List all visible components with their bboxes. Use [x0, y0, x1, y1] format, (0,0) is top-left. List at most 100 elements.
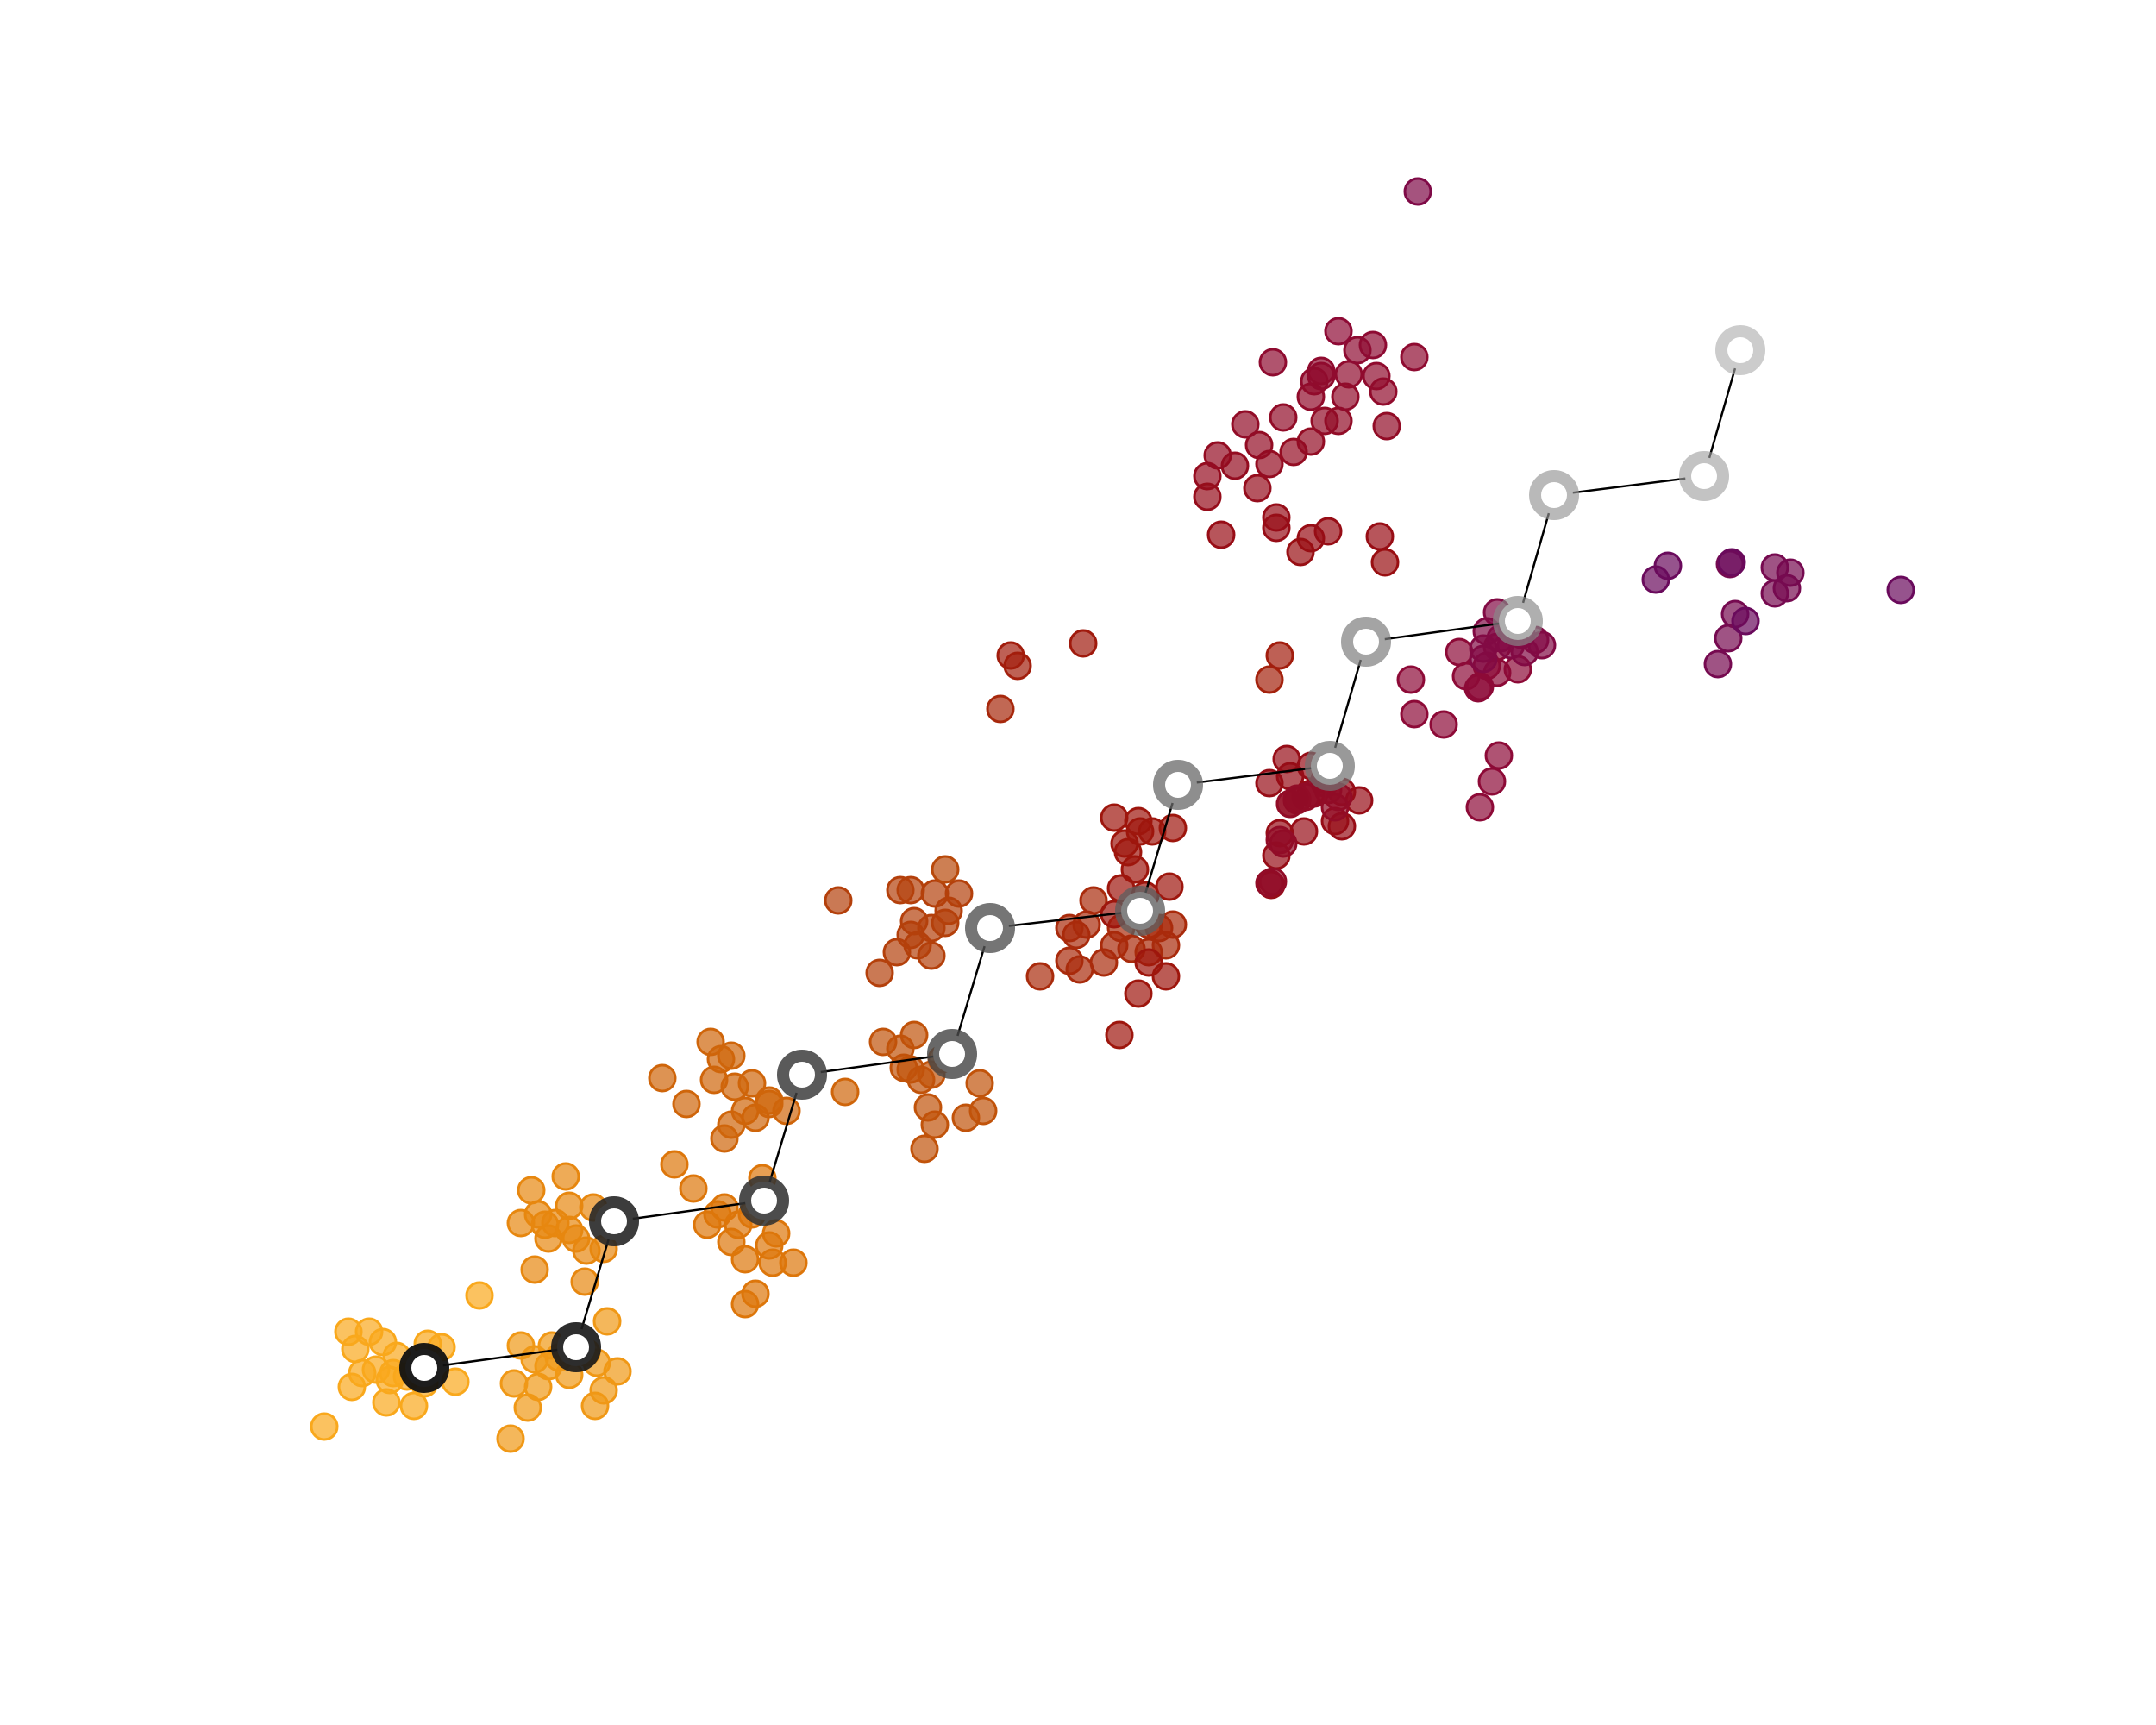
scatter-point [1372, 411, 1401, 441]
scatter-point [1113, 837, 1143, 867]
scatter-point [944, 879, 974, 908]
scatter-point [520, 1255, 549, 1284]
scatter-point [1396, 665, 1426, 694]
scatter-point [1703, 649, 1733, 679]
trajectory-node [589, 1196, 639, 1246]
scatter-point [517, 1176, 546, 1205]
scatter-point [1244, 430, 1274, 460]
scatter-point [1262, 513, 1291, 543]
scatter-point [1477, 767, 1507, 796]
scatter-point [1158, 813, 1188, 843]
scatter-point [375, 1365, 404, 1395]
scatter-point [496, 1424, 525, 1453]
scatter-point [986, 694, 1015, 724]
trajectory-node [551, 1322, 601, 1372]
scatter-point [334, 1317, 363, 1346]
scatter-point [679, 1174, 708, 1203]
scatter-point [1258, 348, 1288, 377]
scatter-point [1124, 979, 1153, 1008]
scatter-point [1369, 377, 1398, 406]
trajectory-node [1115, 886, 1165, 936]
scatter-point [1272, 744, 1301, 774]
scatter-point [1400, 699, 1429, 729]
scatter-point [779, 1248, 808, 1277]
scatter-point [499, 1369, 529, 1398]
scatter-point [1286, 537, 1315, 567]
scatter-point [551, 1162, 580, 1191]
trajectory-node [1679, 451, 1729, 501]
scatter-point [1206, 520, 1236, 549]
scatter-point [1100, 803, 1129, 832]
scatter-point [555, 1191, 584, 1220]
scatter-point [741, 1279, 770, 1308]
scatter-point [1255, 665, 1284, 694]
trajectory-node [1341, 617, 1391, 667]
scatter-point [506, 1331, 536, 1360]
scatter-point [310, 1412, 339, 1441]
scatter-point [931, 908, 960, 938]
scatter-point [1255, 768, 1284, 798]
trajectory-node [399, 1343, 449, 1393]
scatter-point [830, 1077, 860, 1107]
scatter-point [737, 1069, 767, 1098]
scatter-point [920, 879, 950, 908]
scatter-point [917, 941, 946, 970]
scatter-point [1282, 784, 1312, 813]
scatter-point [589, 1376, 618, 1405]
scatter-point [1079, 886, 1108, 915]
scatter-point [1265, 641, 1294, 670]
scatter-point [910, 1134, 939, 1164]
scatter-point [1065, 955, 1094, 984]
scatter-point [1265, 825, 1294, 855]
scatter-point [368, 1327, 398, 1357]
scatter-point [1025, 962, 1055, 991]
trajectory-nodes [399, 325, 1765, 1393]
scatter-point [1331, 382, 1360, 411]
scatter-point [1313, 517, 1343, 546]
scatter-point [592, 1307, 622, 1336]
scatter-point [1324, 406, 1353, 436]
scatter-point [672, 1089, 701, 1119]
scatter-point [1484, 741, 1514, 770]
scatter-point [696, 1027, 725, 1057]
scatter-point [865, 958, 894, 988]
scatter-points [310, 177, 1915, 1453]
scatter-point [465, 1281, 494, 1310]
scatter-point [1307, 361, 1336, 391]
trajectory-node [965, 903, 1015, 953]
trajectory-node [1153, 760, 1203, 810]
scatter-point [561, 1224, 591, 1253]
scatter-point [348, 1358, 377, 1388]
scatter-point [1055, 913, 1084, 943]
scatter-point [1776, 558, 1805, 587]
trajectory-node [1493, 596, 1543, 646]
scatter-point [755, 1086, 784, 1115]
trajectory-node [777, 1050, 827, 1100]
scatter-point [1365, 522, 1395, 551]
scatter-point [1653, 551, 1683, 580]
scatter-point [1193, 482, 1222, 511]
scatter-point [717, 1041, 746, 1070]
scatter-point [965, 1069, 994, 1098]
scatter-point [1220, 451, 1250, 480]
scatter-point [724, 1210, 753, 1239]
scatter-point [648, 1063, 677, 1093]
scatter-point [660, 1150, 689, 1179]
scatter-point [1231, 410, 1260, 439]
trajectory-node [927, 1029, 977, 1079]
scatter-point [968, 1096, 998, 1126]
scatter-point [1429, 710, 1458, 739]
scatter-point [1370, 548, 1400, 577]
trajectory-node [739, 1176, 789, 1226]
trajectory-node [1529, 470, 1579, 520]
scatter-point [1296, 427, 1326, 456]
scatter-point [1403, 177, 1432, 206]
scatter-point [1886, 575, 1915, 605]
scatter-point [1105, 1020, 1134, 1050]
scatter-point [1343, 336, 1372, 365]
scatter-point [1717, 548, 1746, 577]
scatter-point [996, 641, 1025, 670]
scatter-point [1155, 872, 1184, 901]
scatter-point [1465, 793, 1495, 822]
